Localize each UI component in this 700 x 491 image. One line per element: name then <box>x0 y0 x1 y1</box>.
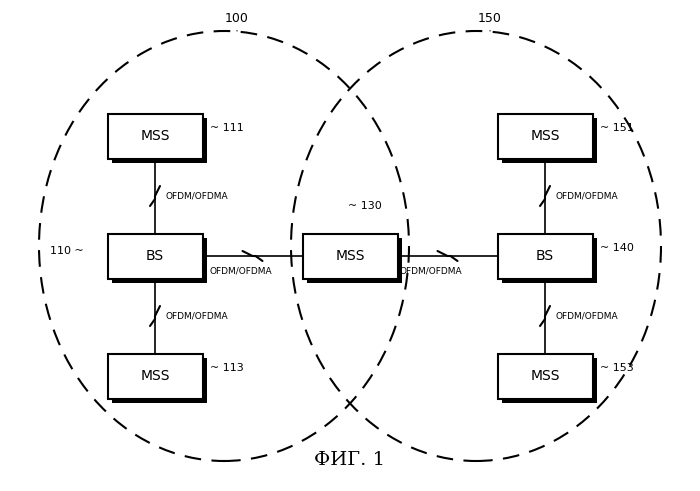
Bar <box>111 357 206 403</box>
Bar <box>498 234 592 278</box>
Text: OFDM/OFDMA: OFDM/OFDMA <box>165 311 228 321</box>
Bar <box>498 113 592 159</box>
Text: ~ 140: ~ 140 <box>600 243 634 253</box>
Text: BS: BS <box>146 249 164 263</box>
Bar <box>501 357 596 403</box>
Text: MSS: MSS <box>531 369 560 383</box>
Text: ~ 113: ~ 113 <box>210 363 244 373</box>
Text: OFDM/OFDMA: OFDM/OFDMA <box>210 267 272 275</box>
Bar <box>501 117 596 163</box>
Bar <box>302 234 398 278</box>
Bar <box>108 234 202 278</box>
Text: 100: 100 <box>225 12 249 31</box>
Text: OFDM/OFDMA: OFDM/OFDMA <box>555 191 617 200</box>
Text: ~ 130: ~ 130 <box>348 201 382 211</box>
Text: OFDM/OFDMA: OFDM/OFDMA <box>555 311 617 321</box>
Text: ~ 111: ~ 111 <box>210 123 244 133</box>
Text: MSS: MSS <box>531 129 560 143</box>
Bar <box>108 354 202 399</box>
Bar <box>108 113 202 159</box>
Bar <box>307 238 402 282</box>
Bar <box>498 354 592 399</box>
Text: ~ 153: ~ 153 <box>600 363 634 373</box>
Text: OFDM/OFDMA: OFDM/OFDMA <box>400 267 463 275</box>
Text: 110 ~: 110 ~ <box>50 246 84 256</box>
Bar <box>111 238 206 282</box>
Text: OFDM/OFDMA: OFDM/OFDMA <box>165 191 228 200</box>
Text: MSS: MSS <box>140 129 169 143</box>
Text: MSS: MSS <box>140 369 169 383</box>
Text: MSS: MSS <box>335 249 365 263</box>
Text: BS: BS <box>536 249 554 263</box>
Bar <box>111 117 206 163</box>
Text: 150: 150 <box>478 12 502 31</box>
Text: ФИГ. 1: ФИГ. 1 <box>314 451 386 469</box>
Bar <box>501 238 596 282</box>
Text: ~ 151: ~ 151 <box>600 123 634 133</box>
